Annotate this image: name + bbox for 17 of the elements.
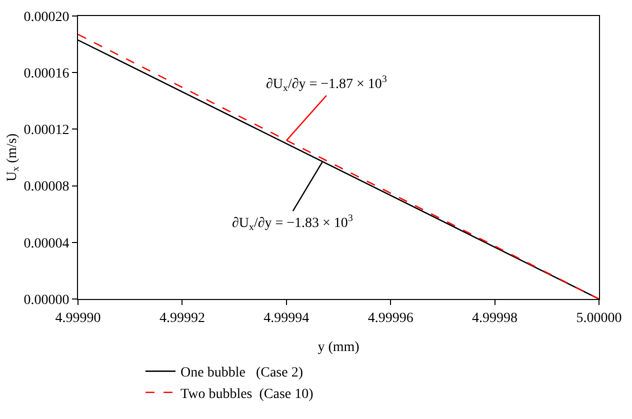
x-tick-label: 4.99996 xyxy=(368,310,414,326)
x-tick-label: 4.99990 xyxy=(55,310,101,326)
x-tick-label: 4.99992 xyxy=(159,310,205,326)
x-tick-label: 5.00000 xyxy=(576,310,622,326)
y-tick-label: 0.00016 xyxy=(24,66,70,82)
y-tick-label: 0.00020 xyxy=(24,10,70,25)
y-tick-label: 0.00004 xyxy=(24,236,70,252)
y-tick-label: 0.00012 xyxy=(24,123,70,138)
legend-label: Two bubbles (Case 10) xyxy=(180,386,314,402)
x-tick-label: 4.99998 xyxy=(472,310,518,326)
annotation: ∂U$_{x}$/∂y = −1.83 × 10$^{3}$ xyxy=(232,213,353,233)
x-tick-label: 4.99994 xyxy=(264,310,310,326)
y-tick-label: 0.00000 xyxy=(24,292,70,308)
annotation: ∂U$_{x}$/∂y = −1.87 × 10$^{3}$ xyxy=(266,74,387,94)
y-tick-label: 0.00008 xyxy=(24,180,70,195)
legend-label: One bubble (Case 2) xyxy=(180,366,304,381)
x-axis-title: y (mm) xyxy=(318,340,360,355)
